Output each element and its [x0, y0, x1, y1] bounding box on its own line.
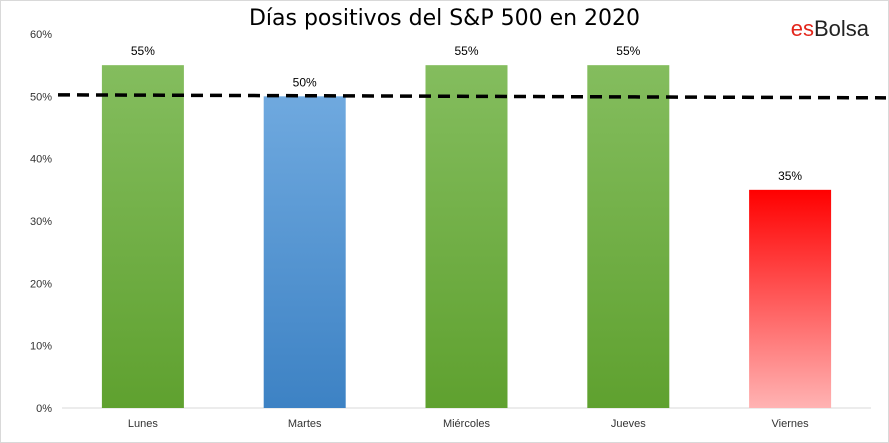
bars: 55% Lunes 50% Martes 55% Miércoles 55% Jueves 35… — [101, 44, 832, 430]
x-tick-label: Viernes — [772, 418, 810, 430]
y-tick-label: 10% — [30, 341, 52, 353]
reference-line — [57, 93, 887, 100]
y-tick-label: 50% — [30, 91, 52, 103]
data-label: 55% — [454, 44, 478, 58]
bar-martes — [263, 96, 346, 408]
y-tick-label: 20% — [30, 278, 52, 290]
y-tick-label: 30% — [30, 216, 52, 228]
data-label: 35% — [778, 169, 802, 183]
bar-viernes — [749, 189, 832, 408]
x-tick-label: Jueves — [611, 418, 646, 430]
brand-logo-bolsa: Bolsa — [813, 16, 869, 41]
y-tick-label: 0% — [36, 403, 52, 415]
bar-lunes — [101, 65, 184, 409]
reference-line-group — [57, 93, 887, 100]
data-label: 55% — [616, 44, 640, 58]
brand-logo: esBolsa — [791, 16, 869, 42]
bar-jueves — [587, 65, 670, 409]
x-tick-label: Lunes — [128, 418, 158, 430]
x-tick-label: Martes — [288, 418, 322, 430]
bar-miércoles — [425, 65, 508, 409]
chart-title: Días positivos del S&P 500 en 2020 — [248, 6, 641, 31]
y-tick-label: 60% — [30, 29, 52, 41]
data-label: 50% — [293, 75, 317, 89]
data-label: 55% — [131, 44, 155, 58]
brand-logo-es: es — [790, 16, 814, 41]
y-tick-label: 40% — [30, 154, 52, 166]
y-axis: 0% 10% 20% 30% 40% 50% 60% — [30, 29, 52, 415]
x-tick-label: Miércoles — [443, 418, 491, 430]
